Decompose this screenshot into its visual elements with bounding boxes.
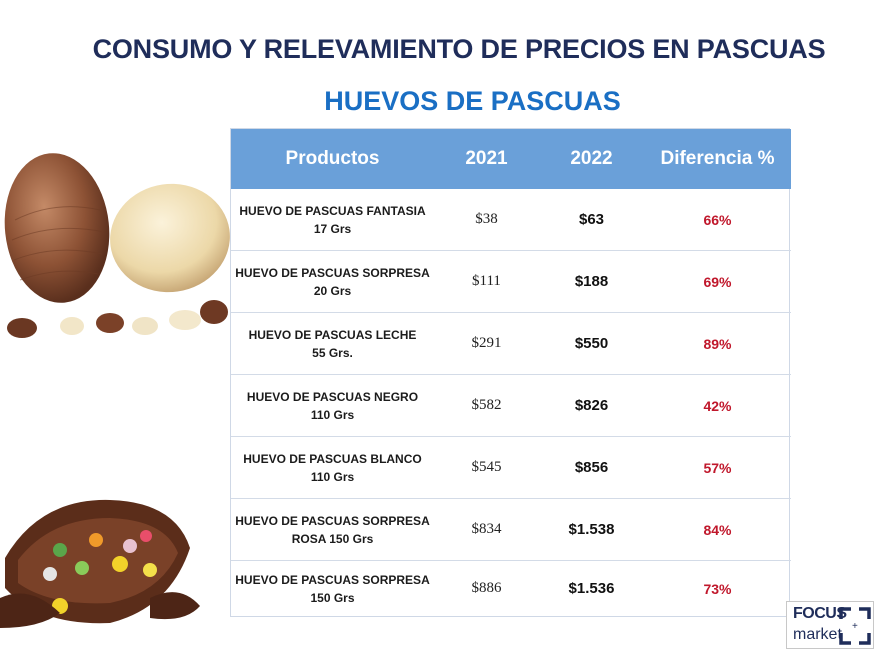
table-row: HUEVO DE PASCUAS NEGRO 110 Grs $582 $826…	[231, 374, 791, 437]
column-header-diferencia: Diferencia %	[644, 129, 791, 189]
table-row: HUEVO DE PASCUAS SORPRESA 20 Grs $111 $1…	[231, 250, 791, 313]
price-2022-cell: $1.538	[539, 498, 644, 561]
price-2022-cell: $1.536	[568, 580, 615, 597]
difference-cell: 89%	[644, 312, 791, 375]
table-row: HUEVO DE PASCUAS SORPRESA 150 Grs $886 $…	[231, 561, 791, 617]
table-row: HUEVO DE PASCUAS LECHE 55 Grs. $291 $550…	[231, 312, 791, 375]
price-2021-cell: $38	[434, 189, 539, 251]
product-cell: HUEVO DE PASCUAS SORPRESA 150 Grs	[235, 572, 430, 605]
product-cell: HUEVO DE PASCUAS SORPRESA 20 Grs	[231, 250, 434, 313]
price-2022-cell: $856	[539, 436, 644, 499]
product-cell: HUEVO DE PASCUAS SORPRESA ROSA 150 Grs	[231, 498, 434, 561]
table-header-row: Productos 2021 2022 Diferencia %	[231, 129, 791, 189]
column-header-productos: Productos	[231, 129, 434, 189]
difference-cell: 57%	[644, 436, 791, 499]
column-header-2021: 2021	[434, 129, 539, 189]
difference-cell: 66%	[644, 189, 791, 251]
product-cell: HUEVO DE PASCUAS BLANCO 110 Grs	[231, 436, 434, 499]
chocolate-eggs-illustration	[4, 153, 230, 338]
price-2022-cell: $550	[539, 312, 644, 375]
price-2021-cell: $291	[434, 312, 539, 375]
difference-cell: 73%	[703, 580, 732, 597]
broken-egg-candies-illustration	[0, 499, 200, 628]
table-row: HUEVO DE PASCUAS FANTASIA 17 Grs $38 $63…	[231, 189, 791, 251]
price-2021-cell: $834	[434, 498, 539, 561]
difference-cell: 69%	[644, 250, 791, 313]
page-subtitle: HUEVOS DE PASCUAS	[324, 86, 621, 116]
product-cell: HUEVO DE PASCUAS LECHE 55 Grs.	[231, 312, 434, 375]
table-row: HUEVO DE PASCUAS BLANCO 110 Grs $545 $85…	[231, 436, 791, 499]
product-cell: HUEVO DE PASCUAS FANTASIA 17 Grs	[231, 189, 434, 251]
price-2022-cell: $188	[539, 250, 644, 313]
focus-market-logo: FOCUS market +	[786, 601, 874, 649]
price-2022-cell: $826	[539, 374, 644, 437]
logo-text-market: market	[793, 626, 842, 643]
price-2021-cell: $886	[471, 580, 502, 596]
table-row: HUEVO DE PASCUAS SORPRESA ROSA 150 Grs $…	[231, 498, 791, 561]
page-title: CONSUMO Y RELEVAMIENTO DE PRECIOS EN PAS…	[92, 34, 826, 64]
price-2021-cell: $582	[434, 374, 539, 437]
logo-plus: +	[852, 621, 858, 632]
price-2022-cell: $63	[539, 189, 644, 251]
price-2021-cell: $111	[434, 250, 539, 313]
price-2021-cell: $545	[434, 436, 539, 499]
product-cell: HUEVO DE PASCUAS NEGRO 110 Grs	[231, 374, 434, 437]
column-header-2022: 2022	[539, 129, 644, 189]
prices-table: Productos 2021 2022 Diferencia % HUEVO D…	[230, 128, 791, 617]
difference-cell: 84%	[644, 498, 791, 561]
focus-brackets-icon: +	[839, 607, 871, 645]
logo-text-focus: FOCUS	[793, 605, 847, 622]
difference-cell: 42%	[644, 374, 791, 437]
